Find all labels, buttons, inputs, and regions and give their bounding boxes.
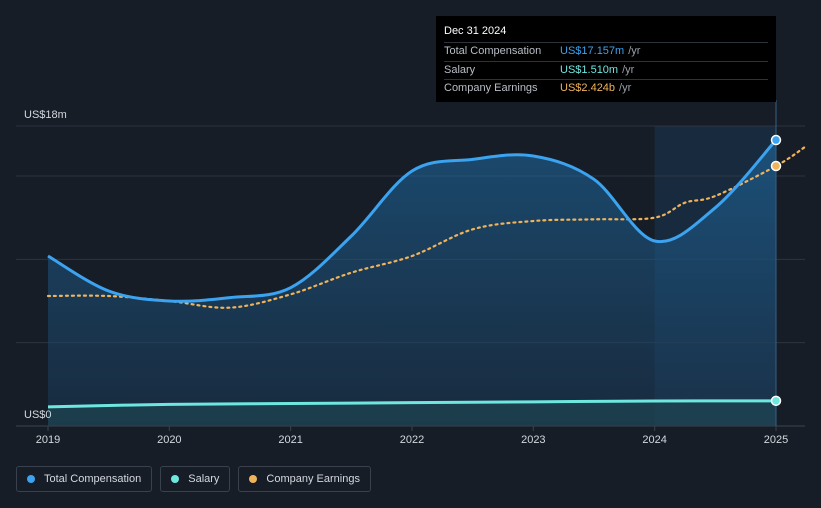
legend-label: Company Earnings [266, 473, 360, 485]
total-compensation-area [48, 140, 776, 427]
legend-item-company-earnings[interactable]: Company Earnings [238, 466, 371, 492]
tooltip-label: Salary [444, 63, 476, 76]
x-tick-label: 2023 [521, 434, 545, 446]
salary-line [47, 399, 777, 409]
salary-area [48, 400, 776, 426]
legend-item-total-compensation[interactable]: Total Compensation [16, 466, 153, 492]
company-earnings-marker [770, 160, 782, 172]
tooltip: Dec 31 2024 Total Compensation US$17.157… [436, 16, 776, 102]
x-tick-label: 2021 [278, 434, 302, 446]
x-tick-label: 2024 [642, 434, 666, 446]
x-tick-label: 2020 [157, 434, 181, 446]
tooltip-unit: /yr [622, 63, 635, 76]
tooltip-unit: /yr [619, 82, 632, 94]
legend-label: Salary [188, 473, 220, 485]
legend-dot-icon [171, 475, 180, 483]
x-tick-label: 2022 [400, 434, 424, 446]
company-earnings-line [46, 144, 808, 309]
legend-item-salary[interactable]: Salary [160, 466, 231, 492]
legend-dot-icon [249, 475, 258, 483]
legend: Total Compensation Salary Company Earnin… [16, 466, 371, 492]
tooltip-row-earnings: Company Earnings US$2.424b /yr [444, 79, 768, 98]
tooltip-value: US$17.157m [560, 45, 625, 57]
salary-marker [770, 395, 782, 407]
y-tick-label-top: US$18m [24, 109, 67, 121]
total-compensation-line [47, 139, 778, 303]
y-tick-label-bottom: US$0 [24, 409, 52, 421]
tooltip-value: US$1.510m [560, 63, 619, 76]
x-tick-label: 2025 [764, 434, 788, 446]
legend-label: Total Compensation [44, 473, 142, 485]
tooltip-date: Dec 31 2024 [444, 25, 507, 37]
tooltip-label: Total Compensation [444, 45, 542, 57]
total-compensation-marker [770, 134, 782, 146]
legend-dot-icon [27, 475, 35, 483]
tooltip-row-total: Total Compensation US$17.157m /yr [444, 42, 768, 61]
tooltip-row-salary: Salary US$1.510m /yr [444, 60, 768, 80]
tooltip-label: Company Earnings [444, 82, 538, 94]
x-tick-label: 2019 [36, 434, 60, 446]
tooltip-unit: /yr [628, 45, 641, 57]
tooltip-value: US$2.424b [560, 82, 616, 94]
